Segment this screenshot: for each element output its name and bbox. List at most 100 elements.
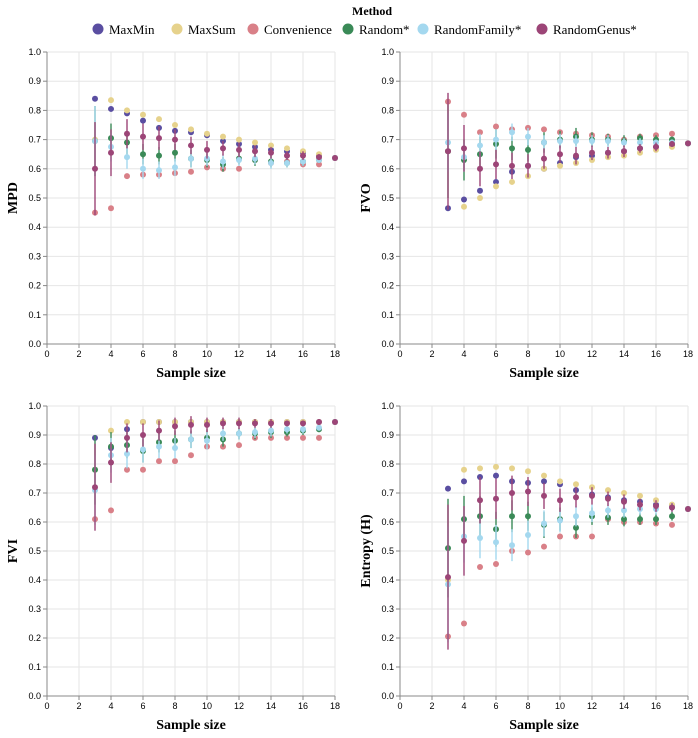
y-tick-label: 1.0 bbox=[28, 401, 41, 411]
data-point bbox=[653, 503, 659, 510]
series-maxsum bbox=[92, 97, 338, 161]
data-point bbox=[316, 418, 322, 425]
data-point bbox=[316, 424, 322, 431]
data-point bbox=[220, 420, 226, 427]
data-point bbox=[284, 420, 290, 427]
data-point bbox=[204, 421, 210, 428]
y-tick-label: 0.1 bbox=[381, 662, 394, 672]
x-tick-label: 16 bbox=[651, 349, 661, 359]
data-point bbox=[108, 149, 114, 156]
data-point bbox=[188, 142, 194, 149]
series-randomgenus bbox=[92, 416, 338, 531]
legend-label: RandomGenus* bbox=[553, 22, 637, 37]
data-point bbox=[589, 510, 595, 517]
data-point bbox=[493, 178, 499, 185]
data-point bbox=[172, 458, 178, 465]
data-point bbox=[124, 434, 130, 441]
data-point bbox=[605, 149, 611, 156]
x-tick-label: 6 bbox=[493, 349, 498, 359]
data-point bbox=[525, 468, 531, 475]
y-tick-label: 0.6 bbox=[28, 517, 41, 527]
legend-label: RandomFamily* bbox=[434, 22, 521, 37]
y-tick-label: 0.8 bbox=[381, 105, 394, 115]
data-point bbox=[172, 445, 178, 452]
data-point bbox=[140, 432, 146, 438]
data-point bbox=[220, 158, 226, 165]
x-tick-label: 8 bbox=[525, 701, 530, 711]
data-point bbox=[557, 478, 563, 485]
data-point bbox=[525, 133, 531, 140]
data-point bbox=[621, 139, 627, 146]
y-tick-label: 0.4 bbox=[381, 222, 394, 232]
data-point bbox=[236, 165, 242, 172]
data-point bbox=[509, 542, 515, 549]
data-point bbox=[589, 492, 595, 499]
data-point bbox=[589, 149, 595, 156]
data-point bbox=[477, 534, 483, 541]
data-point bbox=[541, 155, 547, 162]
y-tick-label: 0.0 bbox=[381, 339, 394, 349]
y-tick-label: 0.2 bbox=[28, 633, 41, 643]
data-point bbox=[525, 532, 531, 539]
data-point bbox=[461, 111, 467, 118]
y-tick-label: 0.4 bbox=[28, 222, 41, 232]
legend-item-maxmin: MaxMin bbox=[92, 22, 155, 37]
x-tick-label: 4 bbox=[108, 701, 113, 711]
legend-item-randomfamily: RandomFamily* bbox=[417, 22, 521, 37]
x-tick-label: 18 bbox=[330, 701, 340, 711]
x-tick-label: 2 bbox=[76, 701, 81, 711]
data-point bbox=[268, 427, 274, 434]
data-point bbox=[300, 158, 306, 165]
data-point bbox=[92, 165, 98, 172]
x-tick-label: 10 bbox=[202, 701, 212, 711]
series-maxsum bbox=[445, 140, 691, 210]
data-point bbox=[669, 513, 675, 520]
data-point bbox=[172, 164, 178, 171]
x-tick-label: 0 bbox=[44, 349, 49, 359]
data-point bbox=[653, 516, 659, 523]
data-point bbox=[541, 478, 547, 485]
data-point bbox=[493, 463, 499, 470]
series-maxsum bbox=[445, 463, 691, 583]
data-point bbox=[493, 161, 499, 168]
data-point bbox=[605, 507, 611, 514]
x-tick-label: 14 bbox=[266, 701, 276, 711]
x-axis-title: Sample size bbox=[156, 366, 226, 381]
x-tick-label: 12 bbox=[234, 349, 244, 359]
data-point bbox=[252, 148, 258, 155]
data-point bbox=[252, 155, 258, 162]
x-tick-label: 16 bbox=[298, 701, 308, 711]
data-point bbox=[509, 162, 515, 169]
y-tick-label: 0.5 bbox=[381, 193, 394, 203]
data-point bbox=[621, 516, 627, 523]
data-point bbox=[92, 95, 98, 102]
data-point bbox=[124, 466, 130, 473]
x-tick-label: 18 bbox=[330, 349, 340, 359]
data-point bbox=[156, 427, 162, 434]
data-point bbox=[108, 459, 114, 466]
data-point bbox=[669, 521, 675, 528]
legend-label: MaxMin bbox=[109, 22, 155, 37]
y-tick-label: 0.9 bbox=[381, 76, 394, 86]
x-tick-label: 4 bbox=[108, 349, 113, 359]
x-tick-label: 14 bbox=[619, 349, 629, 359]
data-point bbox=[461, 478, 467, 485]
series-convenience bbox=[445, 505, 691, 640]
data-point bbox=[573, 494, 579, 501]
data-point bbox=[541, 472, 547, 479]
data-point bbox=[573, 513, 579, 520]
data-point bbox=[525, 488, 531, 495]
data-point bbox=[156, 135, 162, 142]
data-point bbox=[525, 513, 531, 520]
data-point bbox=[316, 434, 322, 441]
data-point bbox=[461, 196, 467, 203]
data-point bbox=[509, 129, 515, 136]
series-random bbox=[92, 418, 338, 505]
data-point bbox=[445, 574, 451, 581]
data-point bbox=[573, 152, 579, 159]
y-tick-label: 1.0 bbox=[381, 401, 394, 411]
y-tick-label: 1.0 bbox=[381, 47, 394, 57]
data-point bbox=[557, 162, 563, 169]
y-tick-label: 0.1 bbox=[28, 310, 41, 320]
data-point bbox=[573, 481, 579, 488]
